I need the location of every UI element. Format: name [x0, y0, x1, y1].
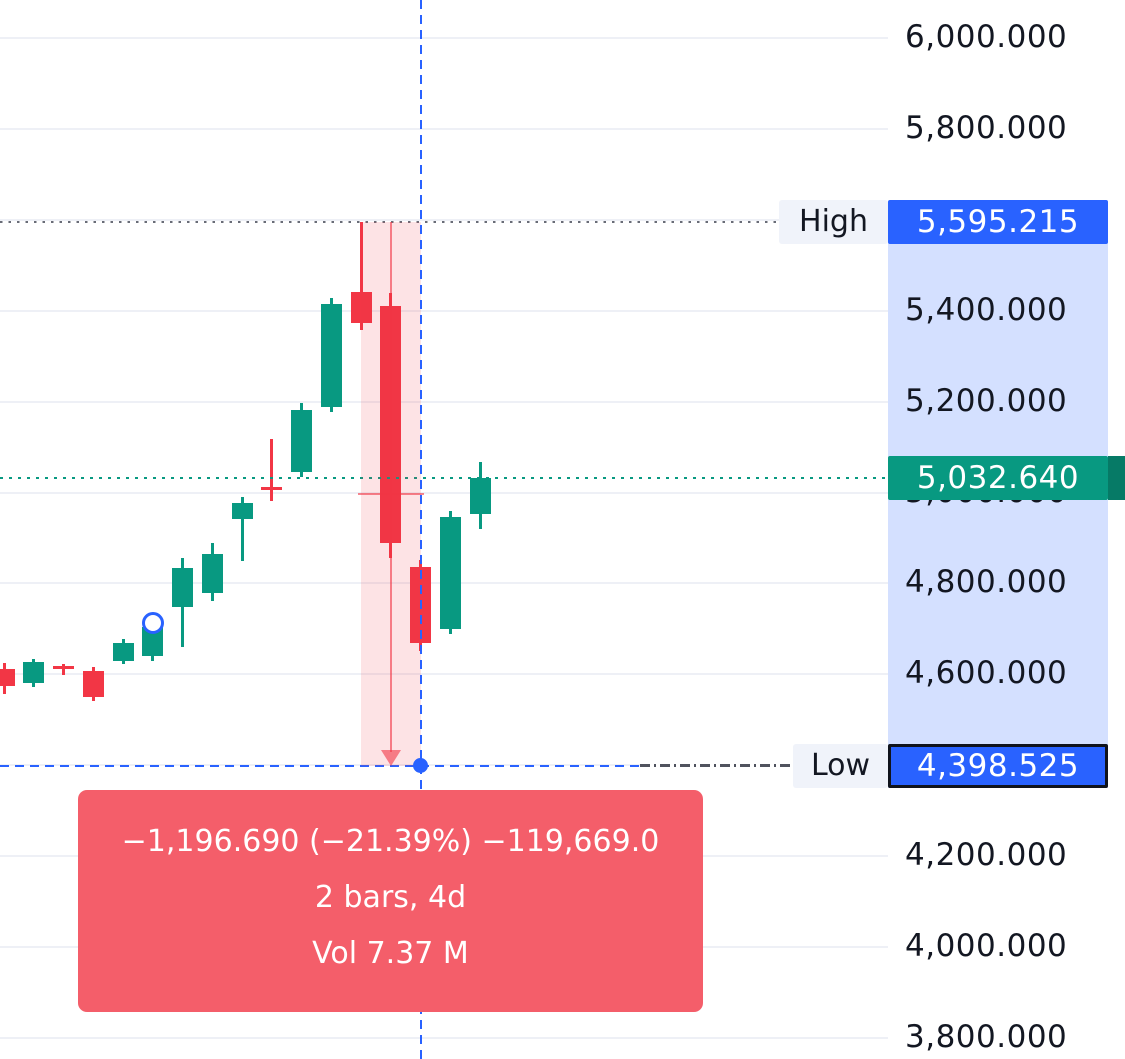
gridline [0, 218, 888, 221]
last-price-badge-text: 5,032.640 [916, 459, 1080, 496]
chart-plot-area[interactable]: −1,196.690 (−21.39%) −119,669.0 2 bars, … [0, 0, 888, 1059]
range-midline [358, 492, 424, 496]
candle[interactable] [350, 221, 372, 330]
candle[interactable] [469, 461, 491, 529]
range-tooltip: −1,196.690 (−21.39%) −119,669.0 2 bars, … [78, 790, 703, 1012]
circle-marker[interactable] [141, 612, 164, 635]
price-axis[interactable]: 6,000.0005,800.0005,400.0005,200.0005,00… [888, 0, 1125, 1059]
candle-body [53, 666, 74, 670]
candle[interactable] [82, 667, 104, 701]
tooltip-volume-text: Vol 7.37 M [312, 936, 469, 971]
last-price-badge: 5,032.640 [888, 455, 1108, 500]
gridline [0, 491, 888, 494]
price-tick-label: 4,800.000 [905, 564, 1068, 601]
price-tick-label: 4,600.000 [905, 655, 1068, 692]
gridline [0, 400, 888, 403]
candle-body [320, 304, 342, 408]
candle-wick [359, 221, 363, 330]
gridline [0, 37, 888, 39]
price-tick-label: 4,200.000 [905, 837, 1068, 874]
candle-body [172, 567, 193, 608]
high-label: High [779, 199, 888, 244]
low-price-dashdot-line [640, 764, 793, 768]
candle-wick [62, 664, 65, 676]
candle-body [231, 502, 253, 519]
candle-wick [240, 497, 244, 561]
gridline [0, 673, 888, 676]
gridline [0, 309, 888, 312]
candle-body [291, 409, 312, 472]
candle[interactable] [231, 497, 253, 561]
candle[interactable] [53, 664, 74, 676]
crosshair-dot[interactable] [413, 758, 428, 774]
candle[interactable] [320, 298, 342, 412]
candle[interactable] [0, 663, 15, 695]
low-label: Low [793, 743, 888, 788]
candle[interactable] [201, 543, 223, 601]
candle-body [142, 626, 164, 657]
candle-body [201, 554, 223, 593]
arrow-down-icon [380, 749, 401, 766]
candle[interactable] [291, 403, 312, 478]
price-tick-label: 4,000.000 [905, 928, 1068, 965]
candle-wick [270, 438, 274, 501]
low-price-badge-text: 4,398.525 [916, 747, 1080, 784]
price-tick-label: 6,000.000 [905, 19, 1068, 55]
price-tick-label: 3,800.000 [905, 1019, 1068, 1055]
last-price-edge-strip [1108, 455, 1125, 500]
candle[interactable] [112, 638, 134, 665]
candle-body [0, 668, 15, 687]
candle-body [350, 291, 372, 324]
high-price-badge: 5,595.215 [888, 199, 1108, 244]
last-price-dotted-line [0, 476, 888, 480]
range-arrow-line [389, 221, 392, 752]
gridline [0, 1037, 888, 1039]
price-tick-label: 5,200.000 [905, 382, 1068, 419]
candle-body [112, 643, 134, 661]
candle[interactable] [142, 623, 164, 661]
candle[interactable] [261, 438, 283, 501]
candle[interactable] [172, 558, 193, 648]
price-tick-label: 5,400.000 [905, 291, 1068, 328]
candle[interactable] [439, 510, 461, 635]
candle-body [261, 487, 283, 491]
crosshair-horizontal-line [0, 764, 793, 768]
candle-body [439, 517, 461, 629]
candles-layer [0, 221, 491, 701]
low-price-badge: 4,398.525 [888, 743, 1108, 788]
crosshair-vertical-line [419, 0, 422, 1059]
selection-band [888, 221, 1108, 788]
candle[interactable] [23, 658, 45, 688]
high-price-badge-text: 5,595.215 [916, 203, 1080, 240]
tooltip-bars-text: 2 bars, 4d [314, 880, 467, 915]
candle-body [82, 670, 104, 698]
price-tick-label: 5,800.000 [905, 109, 1068, 146]
gridline [0, 127, 888, 130]
candle-body [469, 477, 491, 515]
tooltip-change-text: −1,196.690 (−21.39%) −119,669.0 [121, 824, 660, 859]
candle-body [23, 662, 45, 684]
